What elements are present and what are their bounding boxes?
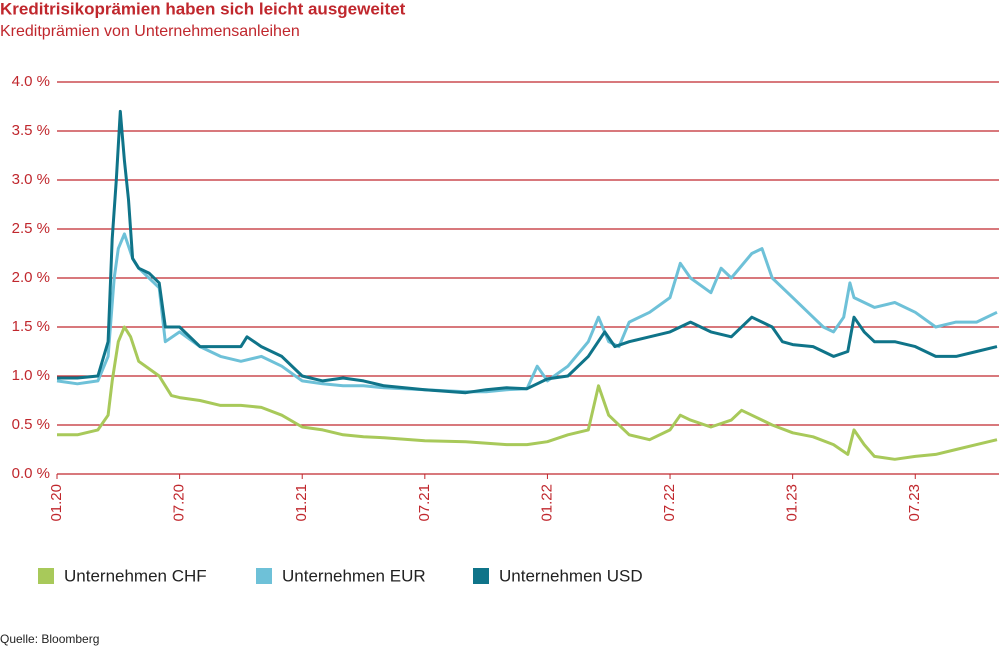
x-tick-label: 07.20 — [171, 484, 188, 522]
chart-subtitle: Kreditprämien von Unternehmensanleihen — [0, 23, 300, 40]
x-tick-label: 01.23 — [784, 484, 801, 522]
x-tick-label: 01.21 — [293, 484, 310, 522]
chart-title: Kreditrisikoprämien haben sich leicht au… — [0, 0, 406, 18]
y-tick-label: 2.0 % — [12, 269, 50, 286]
legend-swatch — [473, 568, 489, 584]
series-line — [57, 109, 998, 395]
x-tick-label: 01.20 — [48, 484, 65, 522]
y-tick-label: 3.0 % — [12, 171, 50, 188]
legend-label: Unternehmen USD — [499, 566, 643, 585]
legend-swatch — [38, 568, 54, 584]
y-tick-label: 0.0 % — [12, 465, 50, 482]
series-line — [57, 325, 998, 461]
legend-label: Unternehmen EUR — [282, 566, 426, 585]
y-tick-label: 0.5 % — [12, 416, 50, 433]
y-tick-label: 2.5 % — [12, 220, 50, 237]
y-tick-label: 1.5 % — [12, 318, 50, 335]
x-tick-label: 01.22 — [538, 484, 555, 522]
x-tick-label: 07.22 — [661, 484, 678, 522]
x-tick-label: 07.23 — [906, 484, 923, 522]
series-line — [56, 232, 998, 394]
y-tick-label: 3.5 % — [12, 122, 50, 139]
x-tick-label: 07.21 — [416, 484, 433, 522]
y-tick-label: 4.0 % — [12, 73, 50, 90]
legend-label: Unternehmen CHF — [64, 566, 207, 585]
source: Quelle: Bloomberg — [0, 632, 99, 646]
y-tick-label: 1.0 % — [12, 367, 50, 384]
legend-swatch — [256, 568, 272, 584]
